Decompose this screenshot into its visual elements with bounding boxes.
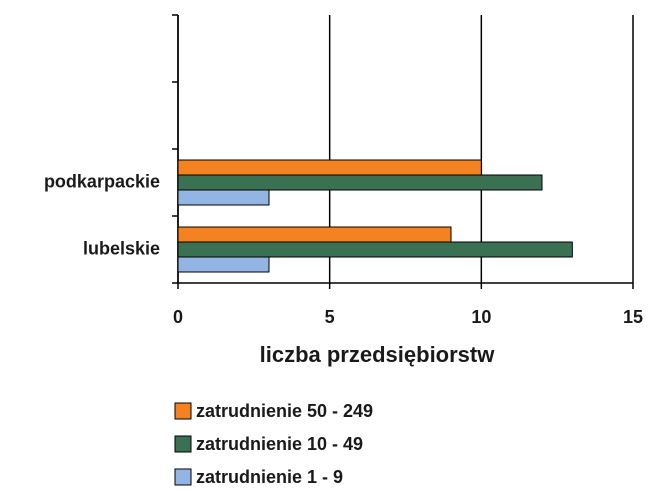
legend-label: zatrudnienie 1 - 9 bbox=[196, 467, 343, 487]
y-tick-label: podkarpackie bbox=[44, 171, 160, 191]
y-tick-label: lubelskie bbox=[83, 238, 160, 258]
bar bbox=[177, 189, 270, 206]
bar bbox=[177, 241, 573, 258]
legend-swatch bbox=[174, 402, 192, 420]
x-axis-label: liczba przedsiębiorstw bbox=[260, 342, 496, 367]
bar bbox=[177, 159, 482, 176]
x-tick-label: 15 bbox=[623, 307, 643, 327]
x-tick-label: 5 bbox=[325, 307, 335, 327]
x-tick-label: 0 bbox=[173, 307, 183, 327]
bar bbox=[177, 174, 543, 191]
bar bbox=[177, 256, 270, 273]
legend-swatch bbox=[174, 435, 192, 453]
x-tick-label: 10 bbox=[471, 307, 491, 327]
legend-label: zatrudnienie 50 - 249 bbox=[196, 401, 373, 421]
legend-label: zatrudnienie 10 - 49 bbox=[196, 434, 363, 454]
legend-swatch bbox=[174, 468, 192, 486]
bar bbox=[177, 226, 452, 243]
